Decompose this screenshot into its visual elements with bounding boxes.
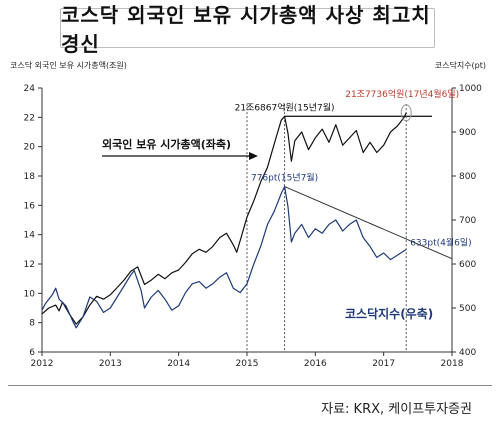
left-tick-label: 12 bbox=[24, 260, 35, 270]
right-tick-label: 400 bbox=[459, 348, 476, 358]
index-trend-line bbox=[284, 186, 453, 260]
left-tick-label: 20 bbox=[24, 143, 36, 153]
annotation-label: 21조6867억원(15년7월) bbox=[235, 101, 335, 113]
foreign-holdings-line bbox=[41, 112, 407, 325]
x-tick-label: 2018 bbox=[441, 359, 464, 369]
right-tick-label: 500 bbox=[459, 304, 476, 314]
new-high-marker bbox=[400, 104, 412, 122]
right-tick-label: 600 bbox=[459, 260, 476, 270]
right-tick-label: 700 bbox=[459, 216, 476, 226]
left-tick-label: 16 bbox=[24, 201, 36, 211]
kosdaq-index-line bbox=[41, 186, 407, 329]
x-tick-label: 2017 bbox=[372, 359, 395, 369]
left-tick-label: 10 bbox=[24, 289, 36, 299]
source-note: 자료: KRX, 케이프투자증권 bbox=[321, 402, 472, 417]
right-tick-label: 900 bbox=[459, 128, 476, 138]
right-tick-label: 800 bbox=[459, 172, 476, 182]
x-tick-label: 2016 bbox=[304, 359, 327, 369]
foreign-holdings-series-label: 외국인 보유 시가총액(좌축) bbox=[102, 137, 231, 151]
left-axis-title: 코스닥 외국인 보유 시가총액(조원) bbox=[10, 61, 127, 70]
series-label-arrow-head bbox=[249, 152, 258, 160]
left-tick-label: 8 bbox=[29, 319, 35, 329]
x-tick-label: 2014 bbox=[167, 359, 190, 369]
footer-divider bbox=[8, 385, 492, 386]
annotation-label: 633pt(4월6일) bbox=[410, 236, 471, 248]
annotation-label: 776pt(15년7월) bbox=[251, 172, 318, 184]
annotation-label: 21조7736억원(17년4월6일) bbox=[345, 88, 459, 100]
left-tick-label: 22 bbox=[24, 113, 35, 123]
x-tick-label: 2015 bbox=[236, 359, 259, 369]
right-tick-label: 1000 bbox=[459, 84, 482, 94]
left-tick-label: 18 bbox=[24, 172, 36, 182]
x-tick-label: 2013 bbox=[99, 359, 122, 369]
kosdaq-index-series-label: 코스닥지수(우축) bbox=[345, 306, 433, 321]
x-tick-label: 2012 bbox=[31, 359, 54, 369]
left-tick-label: 24 bbox=[24, 84, 36, 94]
right-axis-title: 코스닥지수(pt) bbox=[434, 61, 486, 70]
left-tick-label: 6 bbox=[29, 348, 35, 358]
left-tick-label: 14 bbox=[24, 231, 36, 241]
